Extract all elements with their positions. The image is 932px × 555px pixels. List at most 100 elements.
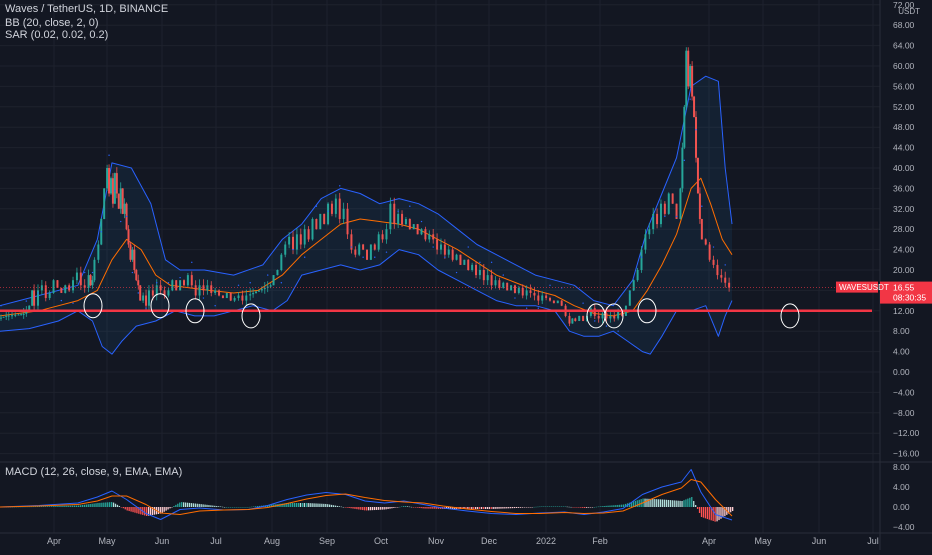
macd-histogram-bar xyxy=(389,507,391,509)
candle-body xyxy=(621,310,624,316)
candle-body xyxy=(190,275,193,286)
candle-body xyxy=(103,188,106,219)
candle-body xyxy=(486,275,489,281)
macd-histogram-bar xyxy=(83,504,86,507)
macd-histogram-bar xyxy=(584,507,586,508)
macd-histogram-bar xyxy=(469,507,471,509)
macd-histogram-bar xyxy=(249,506,251,508)
candle-body xyxy=(652,213,655,230)
sar-dot xyxy=(712,246,715,248)
candle-body xyxy=(632,280,635,291)
macd-histogram-bar xyxy=(428,507,430,509)
macd-histogram-bar xyxy=(547,506,549,507)
price-axis-label: 0.00 xyxy=(893,367,910,377)
sar-dot xyxy=(125,215,128,218)
macd-histogram-bar xyxy=(628,502,631,507)
price-axis-label: −16.00 xyxy=(893,449,920,459)
candle-body xyxy=(720,275,723,278)
macd-histogram-bar xyxy=(60,505,62,507)
candle-body xyxy=(269,285,272,287)
macd-histogram-bar xyxy=(147,507,150,516)
macd-histogram-bar xyxy=(710,507,712,521)
macd-histogram-bar xyxy=(515,507,518,508)
candle-body xyxy=(263,287,266,290)
candle-body xyxy=(510,285,513,291)
sar-dot xyxy=(701,205,703,207)
price-axis-label: −12.00 xyxy=(893,428,920,438)
macd-histogram-bar xyxy=(190,503,193,507)
macd-histogram-bar xyxy=(578,507,580,508)
candle-body xyxy=(467,259,470,270)
macd-histogram-bar xyxy=(87,504,89,507)
candle-body xyxy=(299,234,302,245)
bb-upper-line xyxy=(0,75,733,307)
candle-body xyxy=(644,234,647,250)
sar-dot xyxy=(605,325,608,327)
macd-histogram-bar xyxy=(64,505,66,507)
macd-histogram-bar xyxy=(562,506,564,507)
price-axis-label: 20.00 xyxy=(893,265,915,275)
candle-body xyxy=(93,259,96,281)
macd-histogram-bar xyxy=(179,502,181,507)
macd-histogram-bar xyxy=(227,507,230,508)
countdown-value: 08:30:35 xyxy=(893,293,926,303)
macd-histogram-bar xyxy=(689,497,691,507)
candle-body xyxy=(151,290,154,296)
macd-histogram-bar xyxy=(231,507,233,508)
candle-body xyxy=(428,234,431,240)
macd-histogram-bar xyxy=(85,504,87,507)
macd-histogram-bar xyxy=(126,507,128,511)
candle-body xyxy=(525,290,528,296)
macd-histogram-bar xyxy=(685,499,687,507)
macd-histogram-bar xyxy=(554,506,557,507)
candle-body xyxy=(443,244,446,255)
macd-histogram-bar xyxy=(560,506,562,507)
macd-histogram-bar xyxy=(572,507,574,508)
macd-histogram-bar xyxy=(93,503,95,507)
macd-histogram-bar xyxy=(550,506,553,507)
macd-histogram-bar xyxy=(506,507,508,509)
macd-histogram-bar xyxy=(659,499,662,507)
macd-histogram-bar xyxy=(130,507,132,512)
macd-histogram-bar xyxy=(196,503,198,507)
macd-histogram-bar xyxy=(270,504,272,507)
macd-histogram-bar xyxy=(334,505,337,507)
candle-body xyxy=(541,295,544,301)
macd-axis-label: 0.00 xyxy=(893,502,910,512)
macd-histogram-bar xyxy=(288,503,290,507)
candle-body xyxy=(288,236,291,245)
macd-histogram-bar xyxy=(549,506,551,507)
macd-histogram-bar xyxy=(508,507,510,509)
candle-body xyxy=(498,280,501,288)
macd-histogram-bar xyxy=(295,503,298,507)
macd-histogram-bar xyxy=(348,507,350,508)
macd-histogram-bar xyxy=(622,504,625,507)
macd-histogram-bar xyxy=(556,506,559,507)
price-axis-label: 24.00 xyxy=(893,245,915,255)
macd-histogram-bar xyxy=(463,507,465,509)
candle-body xyxy=(276,270,279,276)
candle-body xyxy=(163,290,166,296)
macd-histogram-bar xyxy=(399,506,401,508)
macd-histogram-bar xyxy=(253,506,255,507)
macd-histogram-bar xyxy=(638,499,640,507)
sar-dot xyxy=(108,154,110,156)
macd-histogram-bar xyxy=(451,507,453,509)
macd-histogram-bar xyxy=(70,505,72,507)
macd-histogram-bar xyxy=(634,500,636,507)
macd-histogram-bar xyxy=(502,507,504,509)
sar-dot xyxy=(100,231,102,233)
candle-body xyxy=(681,147,684,189)
macd-histogram-bar xyxy=(652,499,654,507)
macd-histogram-bar xyxy=(290,503,292,507)
macd-histogram-bar xyxy=(280,503,282,507)
macd-histogram-bar xyxy=(702,507,705,518)
candle-body xyxy=(704,239,707,245)
macd-histogram-bar xyxy=(48,506,50,507)
candle-body xyxy=(106,168,109,189)
macd-histogram-bar xyxy=(66,505,68,507)
macd-histogram-bar xyxy=(693,501,695,507)
candle-body xyxy=(179,280,182,291)
macd-histogram-bar xyxy=(36,506,39,508)
